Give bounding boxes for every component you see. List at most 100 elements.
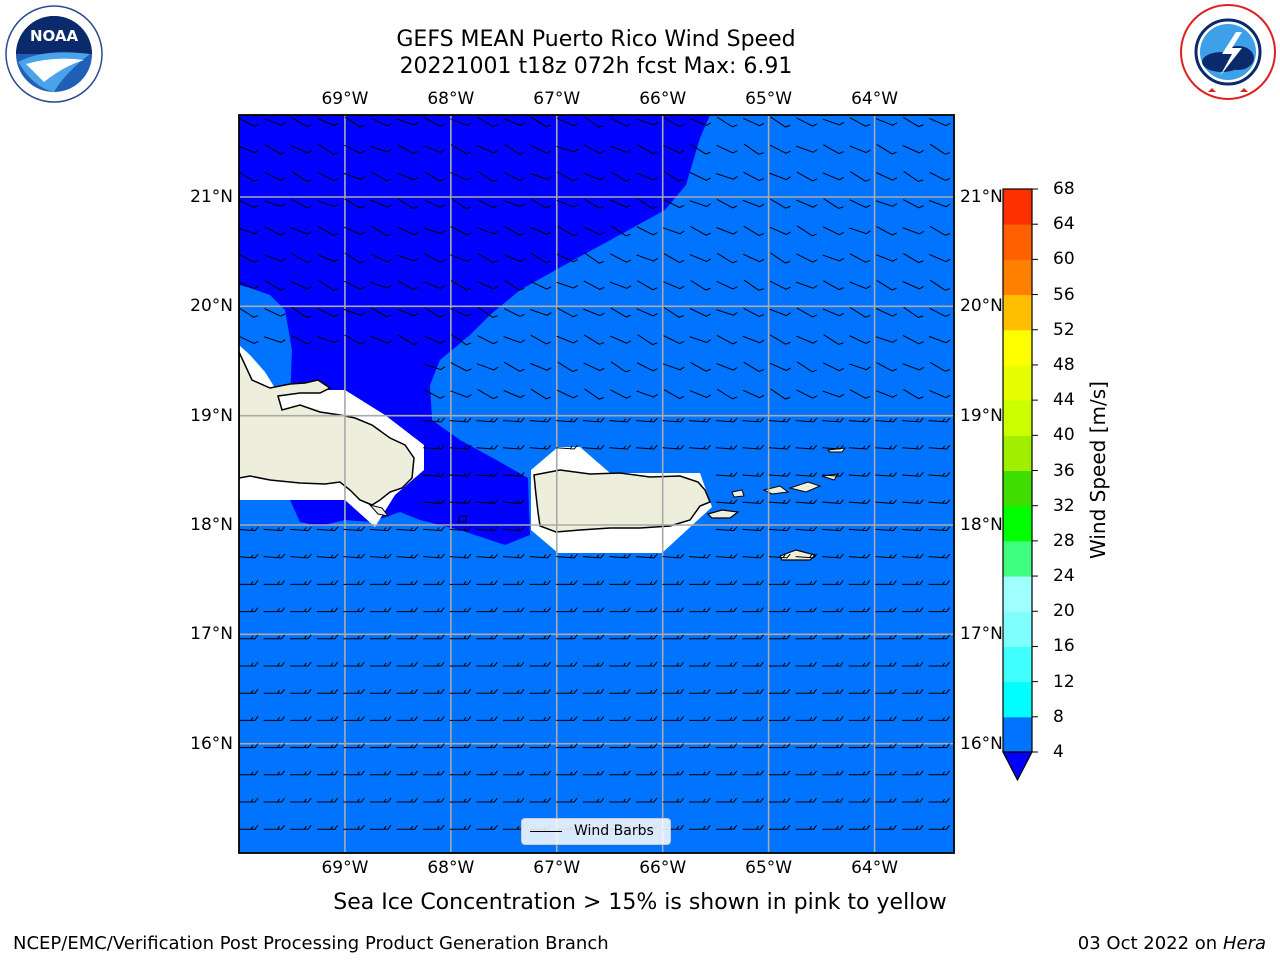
- wind-barb: [583, 172, 605, 181]
- wind-barb: [503, 688, 525, 694]
- wind-barb: [929, 307, 951, 318]
- wind-barb: [875, 580, 897, 585]
- lon-tick-label-top: 65°W: [745, 89, 793, 109]
- wind-barb: [901, 472, 924, 477]
- lon-tick-label-top: 69°W: [321, 89, 369, 109]
- colorbar-segment: [1003, 576, 1032, 612]
- wind-barb: [476, 716, 498, 721]
- wind-barb: [370, 253, 392, 263]
- wind-barb: [397, 198, 419, 209]
- wind-barb: [343, 743, 365, 749]
- wind-barb: [849, 253, 871, 263]
- wind-barb: [742, 444, 765, 450]
- wind-barb: [902, 281, 924, 290]
- wind-barb: [450, 254, 472, 262]
- wind-barb: [476, 499, 499, 504]
- wind-barb: [423, 281, 446, 290]
- wind-barb: [370, 607, 392, 613]
- wind-barb: [317, 335, 339, 344]
- wind-barb: [344, 334, 365, 345]
- wind-barb: [556, 444, 578, 450]
- wind-barb: [769, 334, 791, 345]
- wind-barb: [239, 526, 259, 532]
- wind-barb: [903, 170, 924, 183]
- wind-barb: [502, 553, 525, 559]
- colorbar-segment: [1003, 681, 1032, 718]
- colorbar-level-label: 8: [1053, 706, 1064, 727]
- wind-barb: [715, 444, 738, 450]
- wind-barb: [317, 253, 339, 263]
- wind-barb: [689, 336, 712, 344]
- wind-barb: [529, 417, 552, 423]
- colorbar-segment: [1003, 470, 1032, 507]
- wind-barb: [902, 145, 924, 154]
- colorbar-level-label: 32: [1053, 495, 1075, 516]
- colorbar-segment: [1003, 224, 1032, 260]
- wind-barb: [848, 607, 871, 613]
- wind-barb: [239, 580, 259, 585]
- wind-barb: [663, 389, 685, 400]
- wind-barb: [822, 390, 845, 398]
- wind-barb: [556, 743, 578, 749]
- wind-barb: [423, 444, 445, 450]
- colorbar-level-label: 56: [1053, 284, 1075, 305]
- wind-barb: [529, 688, 551, 694]
- wind-barb: [902, 198, 924, 209]
- wind-barb: [769, 308, 791, 317]
- colorbar-level-label: 12: [1053, 671, 1075, 692]
- wind-barb: [636, 280, 658, 291]
- wind-barb: [449, 444, 472, 450]
- wind-barb: [609, 797, 631, 803]
- wind-barb: [476, 580, 498, 585]
- wind-barb: [449, 797, 472, 803]
- wind-barb: [823, 280, 844, 291]
- culebra-island: [731, 489, 745, 498]
- wind-barb: [290, 145, 313, 154]
- wind-barb: [689, 118, 712, 126]
- wind-barb: [424, 117, 445, 127]
- wind-barb: [928, 743, 950, 749]
- wind-barb: [662, 688, 684, 694]
- wind-barb: [529, 716, 551, 721]
- wind-barb: [610, 361, 631, 373]
- wind-barb: [423, 227, 446, 235]
- wind-barb: [290, 770, 312, 776]
- wind-barb: [636, 634, 658, 640]
- wind-barb: [423, 580, 445, 585]
- wind-barb: [476, 607, 498, 613]
- wind-barb: [239, 199, 259, 209]
- wind-barb: [768, 553, 791, 559]
- wind-barb: [424, 389, 445, 399]
- wind-barb: [396, 743, 419, 749]
- wind-barb: [848, 580, 871, 585]
- wind-barb: [822, 254, 845, 262]
- wind-barb: [609, 716, 631, 721]
- wind-barb: [610, 389, 632, 399]
- wind-barb: [530, 252, 552, 264]
- wind-barb: [609, 743, 631, 749]
- wind-barb: [875, 526, 898, 532]
- wind-barb: [239, 335, 259, 345]
- wind-barb: [715, 472, 738, 477]
- wind-barb: [318, 143, 339, 155]
- wind-barb: [583, 280, 605, 290]
- wind-barb: [423, 363, 446, 371]
- wind-barb: [848, 444, 871, 450]
- wind-barb: [529, 770, 551, 776]
- graticule: [239, 115, 954, 853]
- lon-tick-label-bottom: 65°W: [745, 858, 793, 878]
- wind-barb: [556, 145, 579, 153]
- wind-barb: [582, 607, 605, 613]
- wind-barb: [689, 688, 711, 694]
- wind-barb: [875, 797, 897, 803]
- wind-barb: [529, 444, 552, 450]
- wind-barb: [715, 716, 738, 721]
- wind-barb: [902, 227, 924, 235]
- wind-barb: [609, 770, 631, 776]
- colorbar-level-label: 64: [1053, 214, 1075, 235]
- wind-barb: [477, 117, 498, 128]
- wind-barb: [290, 824, 312, 830]
- wind-barb: [637, 198, 658, 210]
- wind-barb: [316, 553, 339, 559]
